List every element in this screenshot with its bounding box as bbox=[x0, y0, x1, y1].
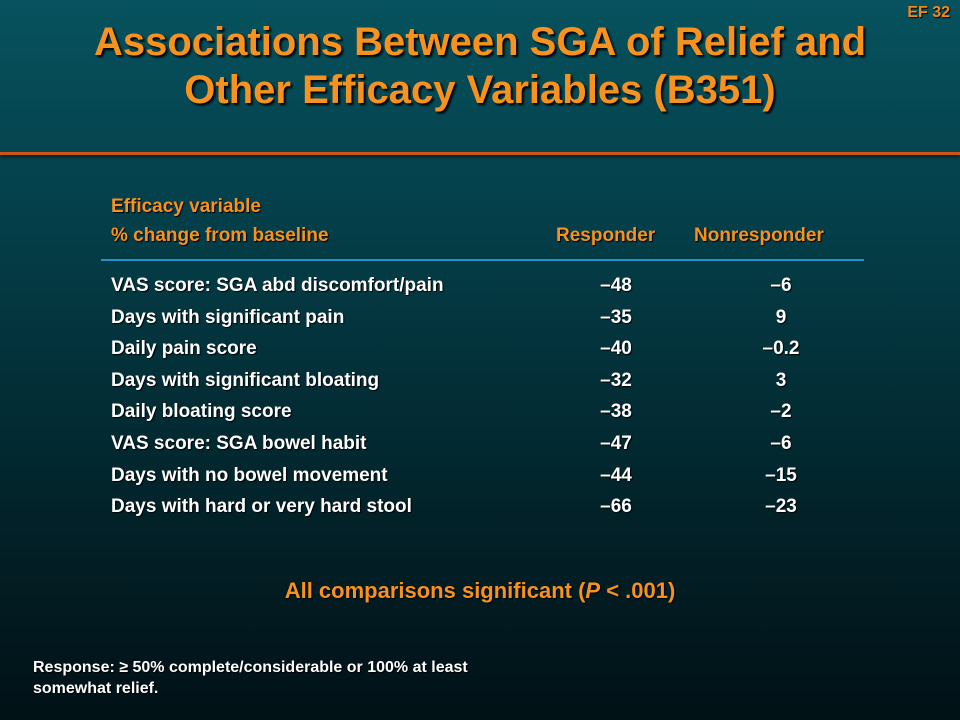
header-variable-sublabel: % change from baseline bbox=[111, 225, 329, 246]
row-responder-value: –48 bbox=[600, 275, 632, 296]
row-nonresponder-value: –15 bbox=[765, 464, 797, 486]
table-body: VAS score: SGA abd discomfort/pain –48 –… bbox=[111, 270, 861, 523]
significance-suffix: < .001) bbox=[600, 578, 676, 603]
row-responder-value: –44 bbox=[600, 464, 632, 486]
row-variable: Days with hard or very hard stool bbox=[111, 496, 412, 518]
header-row-1: Efficacy variable bbox=[111, 192, 861, 221]
row-nonresponder-value: –2 bbox=[770, 401, 792, 423]
row-responder-value: –32 bbox=[600, 369, 632, 391]
table-header: Efficacy variable % change from baseline… bbox=[111, 192, 861, 250]
header-variable-label: Efficacy variable bbox=[111, 196, 261, 217]
header-row-2: % change from baseline Responder Nonresp… bbox=[111, 221, 861, 250]
table-row: Days with significant pain –35 9 bbox=[111, 302, 861, 334]
table-row: Daily bloating score –38 –2 bbox=[111, 396, 861, 428]
response-definition: Response: ≥ 50% complete/considerable or… bbox=[33, 657, 553, 699]
response-definition-line-1: Response: ≥ 50% complete/considerable or… bbox=[33, 659, 468, 676]
row-nonresponder-value: –6 bbox=[770, 432, 792, 454]
row-responder-value: –35 bbox=[600, 306, 632, 328]
table-row: VAS score: SGA abd discomfort/pain –48 –… bbox=[111, 270, 861, 302]
table-row: Days with no bowel movement –44 –15 bbox=[111, 460, 861, 492]
table-row: Days with significant bloating –32 3 bbox=[111, 365, 861, 397]
significance-note: All comparisons significant (P < .001) bbox=[0, 578, 960, 604]
row-nonresponder-value: –23 bbox=[765, 496, 797, 518]
row-variable: VAS score: SGA abd discomfort/pain bbox=[111, 275, 444, 296]
table-row: Days with hard or very hard stool –66 –2… bbox=[111, 491, 861, 523]
slide-title: Associations Between SGA of Relief and O… bbox=[0, 18, 960, 114]
significance-p-symbol: P bbox=[585, 578, 601, 603]
row-nonresponder-value: 3 bbox=[775, 369, 787, 391]
slide-number: EF 32 bbox=[907, 4, 950, 21]
table-header-divider bbox=[101, 259, 864, 261]
significance-prefix: All comparisons significant ( bbox=[284, 578, 586, 603]
row-variable: VAS score: SGA bowel habit bbox=[111, 432, 367, 454]
header-responder: Responder bbox=[556, 225, 656, 246]
row-variable: Days with no bowel movement bbox=[111, 464, 388, 486]
row-responder-value: –38 bbox=[600, 401, 632, 423]
row-variable: Daily pain score bbox=[111, 338, 257, 360]
row-responder-value: –66 bbox=[600, 496, 632, 518]
row-responder-value: –47 bbox=[600, 432, 632, 454]
row-nonresponder-value: –6 bbox=[770, 275, 792, 296]
row-nonresponder-value: –0.2 bbox=[762, 338, 800, 360]
title-line-2: Other Efficacy Variables (B351) bbox=[184, 68, 776, 112]
table-row: Daily pain score –40 –0.2 bbox=[111, 333, 861, 365]
row-responder-value: –40 bbox=[600, 338, 632, 360]
response-definition-line-2: somewhat relief. bbox=[33, 680, 159, 697]
row-variable: Days with significant pain bbox=[111, 306, 345, 328]
title-line-1: Associations Between SGA of Relief and bbox=[93, 20, 866, 64]
row-variable: Daily bloating score bbox=[111, 401, 292, 423]
title-divider bbox=[0, 152, 960, 155]
row-nonresponder-value: 9 bbox=[775, 306, 787, 328]
row-variable: Days with significant bloating bbox=[111, 369, 380, 391]
table-row: VAS score: SGA bowel habit –47 –6 bbox=[111, 428, 861, 460]
header-nonresponder: Nonresponder bbox=[694, 225, 824, 246]
